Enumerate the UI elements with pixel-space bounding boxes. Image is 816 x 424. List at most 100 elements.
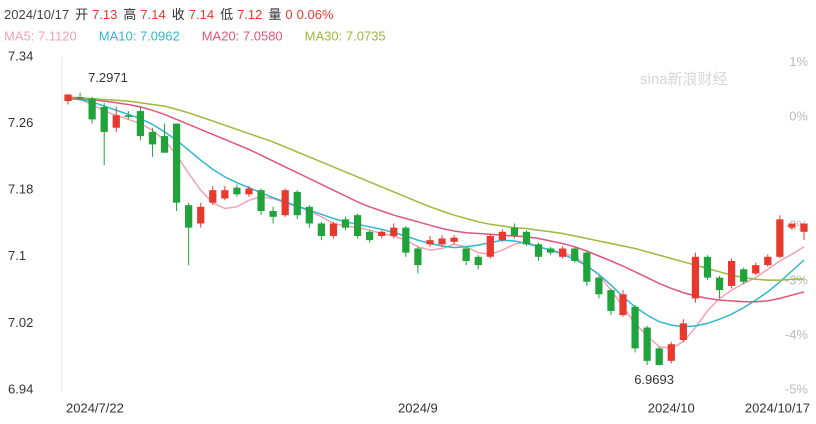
candle-body xyxy=(498,231,506,241)
candle-body xyxy=(462,248,470,261)
candle-body xyxy=(293,191,301,216)
candle-body xyxy=(595,277,603,295)
header-value: 7.13 xyxy=(92,7,117,22)
candle-body xyxy=(643,327,651,361)
legend-entry: MA5: 7.1120 xyxy=(4,28,77,43)
y2-tick-label: -5% xyxy=(785,381,809,396)
header-label: 开 xyxy=(75,7,88,22)
candle-body xyxy=(366,231,374,241)
watermark: sina新浪财经 xyxy=(640,71,728,88)
candle-body xyxy=(160,136,169,153)
legend-entry: MA10: 7.0962 xyxy=(99,28,180,43)
candle-body xyxy=(100,106,108,132)
candle-body xyxy=(233,187,241,195)
annotation: 7.2971 xyxy=(88,70,128,85)
candle-body xyxy=(148,131,157,145)
header-label: 高 xyxy=(123,7,136,22)
ma-line xyxy=(67,97,805,303)
y2-tick-label: 1% xyxy=(789,54,808,69)
candle-body xyxy=(390,227,398,236)
candle-body xyxy=(571,248,579,261)
candle-body xyxy=(353,215,362,236)
candle-body xyxy=(112,115,120,128)
candle-body xyxy=(317,223,325,236)
candle-body xyxy=(559,248,567,257)
candle-body xyxy=(329,223,338,236)
candle-body xyxy=(76,96,84,99)
legend-entry: MA30: 7.0735 xyxy=(305,28,386,43)
y-tick-label: 6.94 xyxy=(8,381,33,396)
candle-body xyxy=(764,256,772,266)
y-tick-label: 7.02 xyxy=(8,315,33,330)
header-change: 0.06% xyxy=(297,7,334,22)
candle-body xyxy=(522,231,531,245)
candle-body xyxy=(341,219,350,228)
candle-body xyxy=(185,205,193,228)
candle-body xyxy=(583,252,591,282)
candle-body xyxy=(305,206,313,224)
legend-entry: MA20: 7.0580 xyxy=(202,28,283,43)
header-value: 7.14 xyxy=(140,7,165,22)
y2-tick-label: 0% xyxy=(789,108,808,123)
candle-body xyxy=(691,256,700,299)
candle-body xyxy=(257,190,265,212)
y-tick-label: 7.34 xyxy=(8,48,33,63)
y2-tick-label: -4% xyxy=(785,327,809,342)
candle-body xyxy=(245,188,253,195)
candle-body xyxy=(438,238,446,245)
x-tick-label: 2024/10 xyxy=(648,400,695,415)
candle-body xyxy=(715,277,724,291)
header-value: 7.12 xyxy=(237,7,262,22)
y-tick-label: 7.18 xyxy=(8,182,33,197)
x-tick-label: 2024/7/22 xyxy=(66,400,124,415)
candle-body xyxy=(631,306,639,349)
ma-line xyxy=(67,96,805,281)
header-label: 低 xyxy=(220,7,233,22)
ma-line xyxy=(67,97,805,350)
candle-body xyxy=(209,190,217,203)
candle-body xyxy=(402,227,410,253)
candle-body xyxy=(124,115,132,117)
candle-body xyxy=(450,237,458,242)
candle-body xyxy=(510,227,519,236)
candle-body xyxy=(752,265,760,274)
candle-body xyxy=(426,240,434,245)
header-value: 7.14 xyxy=(189,7,214,22)
candle-body xyxy=(378,231,386,236)
x-tick-label: 2024/9 xyxy=(398,400,438,415)
y-tick-label: 7.1 xyxy=(8,248,26,263)
candle-body xyxy=(281,190,289,216)
candle-body xyxy=(667,344,675,361)
candle-body xyxy=(679,323,687,341)
header: 2024/10/17 开 7.13 高 7.14 收 7.14 低 7.12 量 0 0.06% xyxy=(4,7,334,22)
candle-body xyxy=(414,248,422,266)
candle-body xyxy=(269,211,277,217)
candle-body xyxy=(221,190,229,199)
candle-body xyxy=(788,223,796,228)
candle-body xyxy=(703,256,712,278)
candle-body xyxy=(655,348,663,366)
header-label: 量 xyxy=(268,7,281,22)
annotation: 6.9693 xyxy=(634,372,674,387)
header-label: 收 xyxy=(172,7,185,22)
candle-body xyxy=(474,256,482,266)
candle-body xyxy=(776,219,784,257)
candle-body xyxy=(619,294,627,316)
candle-body xyxy=(534,244,543,257)
header-value: 0 xyxy=(285,7,292,22)
candle-body xyxy=(64,94,72,102)
candle-body xyxy=(88,98,96,120)
x-tick-label: 2024/10/17 xyxy=(745,400,810,415)
y-tick-label: 7.26 xyxy=(8,115,33,130)
candle-body xyxy=(197,206,205,224)
candle-body xyxy=(136,111,145,137)
candle-body xyxy=(607,290,615,311)
header-date: 2024/10/17 xyxy=(4,7,69,22)
candle-body xyxy=(172,123,181,203)
candle-body xyxy=(727,260,736,286)
candle-body xyxy=(800,223,808,232)
candle-body xyxy=(740,269,748,282)
candle-body xyxy=(547,248,555,253)
candle-body xyxy=(486,235,494,257)
